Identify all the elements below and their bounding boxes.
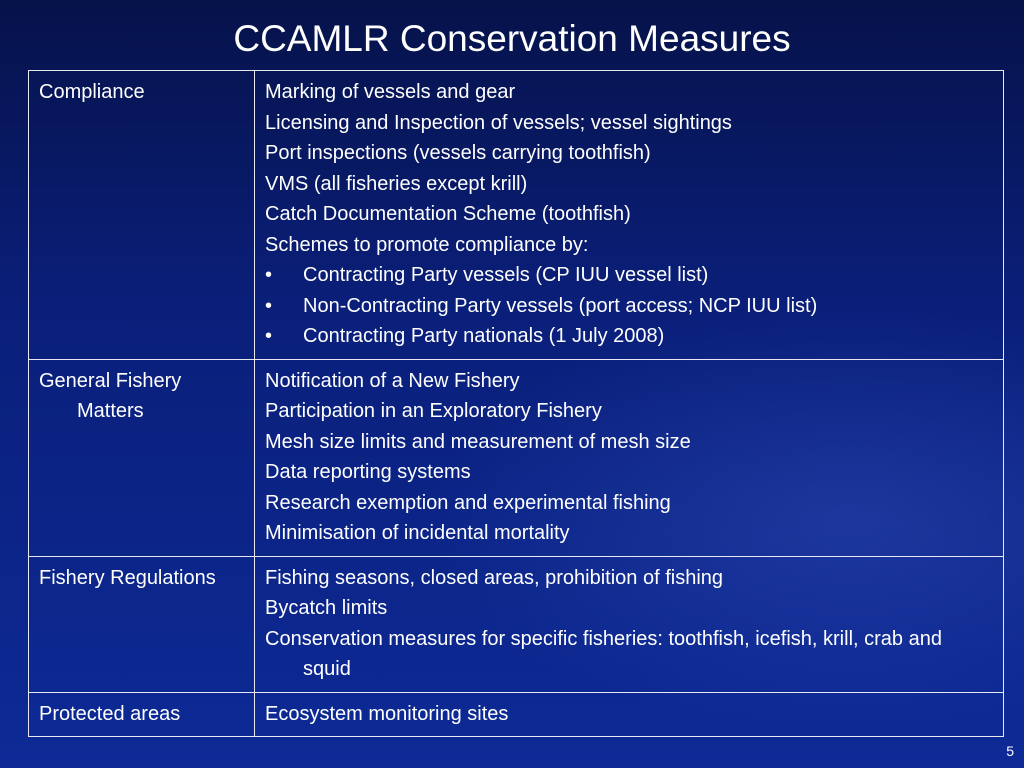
measure-item: Marking of vessels and gear <box>265 81 516 103</box>
measure-item: Notification of a New Fishery <box>265 369 520 392</box>
bullet-dot: • <box>265 325 273 347</box>
category-cell: Fishery Regulations <box>28 555 255 693</box>
measure-item: Conservation measures for specific fishe… <box>265 627 942 681</box>
table-row: General Fishery Matters Notification of a… <box>28 358 1004 557</box>
measure-item: Fishing seasons, closed areas, prohibiti… <box>265 566 724 589</box>
items-cell: Ecosystem monitoring sites <box>254 691 1004 737</box>
slide-title: CCAMLR Conservation Measures <box>233 18 791 59</box>
category-label: Compliance <box>39 81 145 103</box>
measure-item: Port inspections (vessels carrying tooth… <box>265 142 651 164</box>
bullet-text: Contracting Party vessels (CP IUU vessel… <box>303 264 709 286</box>
measure-item: Ecosystem monitoring sites <box>265 702 509 725</box>
items-cell: Notification of a New Fishery Participati… <box>254 358 1004 557</box>
measure-item: Minimisation of incidental mortality <box>265 522 570 544</box>
items-cell: Marking of vessels and gear Licensing and… <box>254 70 1004 360</box>
table-row: Compliance Marking of vessels and gear Lic… <box>28 70 1004 360</box>
measure-item: Mesh size limits and measurement of mesh… <box>265 430 691 453</box>
bullet-item: • Contracting Party vessels (CP IUU vesse… <box>265 260 993 291</box>
measure-item: Research exemption and experimental fish… <box>265 491 671 514</box>
measure-item: Licensing and Inspection of vessels; ves… <box>265 111 732 134</box>
measure-item: Participation in an Exploratory Fishery <box>265 400 602 422</box>
category-cell: Compliance <box>28 70 255 360</box>
table-row: Protected areas Ecosystem monitoring site… <box>28 691 1004 737</box>
items-cell: Fishing seasons, closed areas, prohibiti… <box>254 555 1004 693</box>
category-label: General Fishery Matters <box>39 369 182 423</box>
category-cell: Protected areas <box>28 691 255 737</box>
category-cell: General Fishery Matters <box>28 358 255 557</box>
measure-item: Catch Documentation Scheme (toothfish) <box>265 203 631 225</box>
measure-item: Schemes to promote compliance by: <box>265 233 589 256</box>
bullet-text: Non-Contracting Party vessels (port acce… <box>303 294 818 317</box>
bullet-item: • Non-Contracting Party vessels (port acc… <box>265 291 993 322</box>
category-label: Fishery Regulations <box>39 566 216 589</box>
page-number: 5 <box>1006 743 1014 759</box>
measure-item: Data reporting systems <box>265 461 471 483</box>
measure-item: Bycatch limits <box>265 597 388 619</box>
measure-item: VMS (all fisheries except krill) <box>265 172 528 195</box>
bullet-text: Contracting Party nationals (1 July 2008… <box>303 325 665 347</box>
bullet-item: • Contracting Party nationals (1 July 200… <box>265 321 993 352</box>
bullet-dot: • <box>265 264 273 286</box>
bullet-dot: • <box>265 294 273 317</box>
category-label: Protected areas <box>39 702 181 725</box>
table-body: Compliance Marking of vessels and gear Lic… <box>28 70 1004 737</box>
measures-table: Compliance Marking of vessels and gear Lic… <box>28 70 1004 737</box>
table-row: Fishery Regulations Fishing seasons, clos… <box>28 555 1004 693</box>
